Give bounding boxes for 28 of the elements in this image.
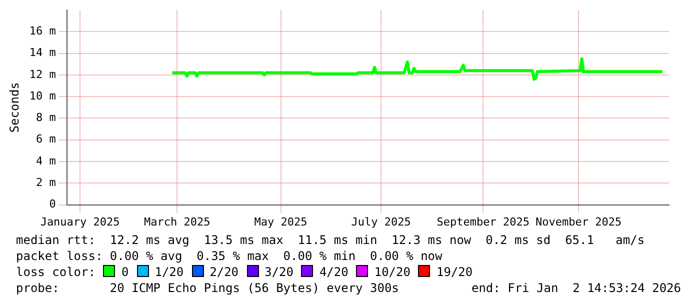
y-tick-label: 6 m xyxy=(36,132,56,146)
x-tick-label: January 2025 xyxy=(40,215,120,228)
text: packet loss: 0.00 % avg 0.35 % max 0.00 % min 0.00 % now xyxy=(15,248,444,264)
text: end: Fri Jan 2 14:53:24 2026 xyxy=(471,280,681,296)
text: 10/20 xyxy=(374,265,410,279)
legend-label: 0 xyxy=(121,265,129,279)
y-tick-label: 2 m xyxy=(36,176,56,190)
y-axis-title: Seconds xyxy=(7,82,22,133)
text: 2/20 xyxy=(210,265,239,279)
x-tick-label: May 2025 xyxy=(254,215,308,228)
y-tick-label: 8 m xyxy=(36,111,56,124)
legend-title: loss color: xyxy=(16,265,96,279)
x-tick-label: July 2025 xyxy=(351,215,411,228)
y-tick-label: 12 m xyxy=(29,68,56,81)
text: probe: 20 ICMP Echo Pings (56 Bytes) every 300s xyxy=(16,281,399,295)
y-tick-label: 10 m xyxy=(29,89,56,102)
text: 1/20 xyxy=(154,265,184,279)
text: 19/20 xyxy=(436,265,473,279)
text: median rtt: 12.2 ms avg 13.5 ms max 11.5 ms min 12.3 ms now 0.2 ms sd 65.1 am/s xyxy=(15,232,646,248)
x-tick-label: March 2025 xyxy=(144,215,210,228)
y-tick-label: 0 xyxy=(49,198,56,211)
y-tick-label: 14 m xyxy=(29,46,56,60)
x-tick-label: November 2025 xyxy=(535,215,622,228)
y-tick-label: 4 m xyxy=(36,154,56,168)
x-tick-label: September 2025 xyxy=(436,215,530,228)
text: 3/20 xyxy=(264,265,294,279)
text: 4/20 xyxy=(319,265,348,279)
y-tick-label: 16 m xyxy=(29,24,56,38)
